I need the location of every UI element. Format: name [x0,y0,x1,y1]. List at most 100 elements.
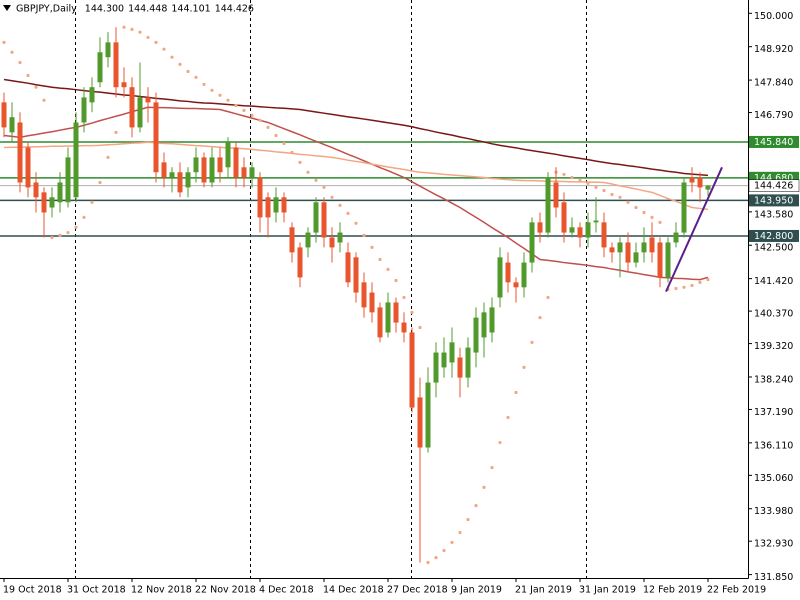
sar-dot [450,540,454,545]
sar-dot [386,267,390,271]
candle-body [593,220,599,223]
sar-dot [34,85,38,89]
candle-body [449,342,455,363]
header-value: 144.448 [128,4,167,15]
sar-dot [594,185,598,190]
candle-body [697,177,703,188]
sar-dot [74,225,78,229]
sar-dot [66,230,70,235]
period-separators [75,0,587,578]
y-tick-label: 146.790 [754,110,793,121]
candle-body [225,142,231,168]
candle-body [385,302,391,333]
y-tick-label: 131.850 [754,572,793,583]
candle-body [193,157,199,173]
candle-body [617,242,623,253]
candle-body [321,202,327,238]
sar-dot [258,118,262,122]
candle-body [169,172,175,178]
candle-body [361,282,367,308]
sar-dot [658,220,662,224]
candle-body [273,197,279,213]
candle-body [689,177,695,183]
sar-dot [226,98,230,102]
candle-body [705,185,711,190]
sar-dot [298,160,302,164]
sar-dot [706,277,710,282]
x-tick-label: 22 Feb 2019 [707,585,766,596]
y-tick-label: 135.060 [754,473,793,484]
candle-body [345,252,351,283]
sar-dot [514,390,518,395]
sar-dot [402,295,406,300]
sar-dot [482,485,486,489]
sar-dot [530,340,534,344]
sar-dot [378,257,382,262]
candle-body [113,42,119,88]
level-label-box [749,135,799,148]
sar-dot [370,245,374,250]
candle-body [153,102,159,173]
sar-dot [242,108,246,113]
level-label: 143.950 [754,195,793,206]
sar-dot [42,98,46,102]
moving-average [3,78,709,177]
sar-dot [26,73,30,78]
plot-area [0,25,748,565]
x-tick-label: 19 Oct 2018 [3,585,62,596]
y-tick-label: 140.370 [754,309,793,320]
x-tick-label: 27 Dec 2018 [387,585,448,596]
candle-body [25,147,31,188]
sar-dot [146,35,150,40]
candle-body [41,192,47,213]
candle-body [145,97,151,103]
y-tick-label: 132.930 [754,539,793,550]
sar-dot [282,141,286,146]
sar-dot [602,188,606,193]
x-tick-label: 21 Jan 2019 [515,585,572,596]
candle-body [481,312,487,338]
sar-dot [458,530,462,535]
sar-dot [690,283,694,288]
sar-dot [474,504,478,508]
sar-dot [394,278,398,283]
x-tick-label: 22 Nov 2018 [195,585,256,596]
candle-body [609,247,615,253]
candle-body [73,122,79,198]
sar-dot [434,555,438,560]
y-tick-label: 143.580 [754,209,793,220]
candle-body [505,262,511,283]
sar-dot [234,103,238,108]
candle-body [265,197,271,218]
candle-body [49,197,55,208]
candle-body [57,182,63,203]
sar-dot [546,295,550,300]
level-label: 142.800 [754,231,793,242]
candle-body [633,252,639,263]
sar-dot [330,195,334,199]
candle-body [89,87,95,103]
y-tick-label: 137.190 [754,407,793,418]
last-price-label: 144.426 [754,181,793,192]
candle-body [233,147,239,178]
sar-dot [170,55,174,59]
sar-dot [418,325,422,330]
sar-dot [2,40,6,44]
axes: 150.000 148.920 147.840 146.790 143.580 142.5… [3,11,800,596]
candle-body [297,247,303,278]
candle-body [185,172,191,188]
candle-body [561,202,567,233]
candle-body [409,332,415,408]
header-values: 144.300 144.448 144.101 144.426 [85,4,254,15]
candle-body [281,197,287,213]
candle-body [1,102,7,128]
sar-dot [10,50,14,54]
candle-body [545,177,551,233]
x-tick-label: 31 Oct 2018 [67,585,126,596]
candle-body [553,182,559,208]
sar-dot [578,178,582,182]
sar-dot [250,113,254,117]
sar-dot [186,69,190,74]
sar-dot [154,40,158,44]
